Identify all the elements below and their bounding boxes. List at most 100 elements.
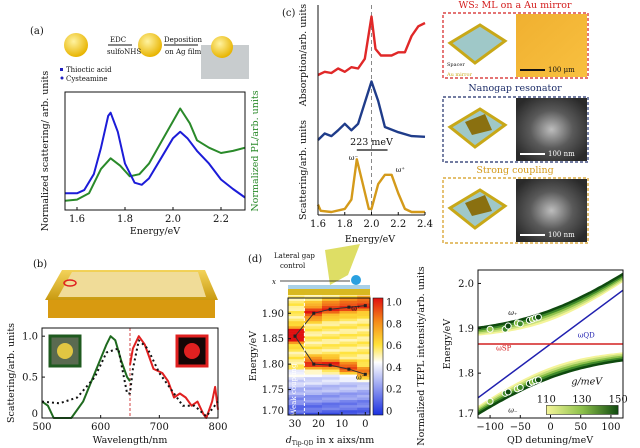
heatmap-cell [304,303,323,306]
x-tick-label: 1.8 [337,219,353,230]
heatmap-cell [339,359,358,362]
heatmap-cell [304,348,323,352]
heatmap-cell [288,409,305,413]
heatmap-cell [288,305,305,309]
heatmap-cell [304,389,323,393]
heatmap-cell [339,328,358,332]
heatmap-cell [304,346,323,350]
heatmap-cell [321,320,340,324]
heatmap-cell [357,364,371,367]
heatmap-cell [321,379,340,383]
heatmap-cell [304,381,323,385]
schematic-d: Lateral gap control x [272,244,370,295]
heatmap-cell [288,313,305,317]
x-tick-label: 500 [32,422,51,433]
splitting-label: 223 meV [350,137,393,148]
step2b-label: on Ag film [165,48,202,56]
heatmap-cell [339,361,358,365]
heatmap-cell [339,315,358,319]
heatmap-cell [357,412,371,416]
heatmap-cell [339,295,358,299]
heatmap-cell [339,356,358,360]
heatmap-cell [304,318,323,322]
colorbar-label: Normalized TEPL intensity/arb. units [416,266,427,445]
control-label: control [280,262,306,270]
heatmap-cell [357,328,371,332]
heatmap-cell [339,323,358,327]
heatmap-cell [304,315,323,319]
heatmap-cell [288,371,305,375]
heatmap-cell [304,338,323,342]
heatmap-cell [288,308,305,312]
heatmap-cell [304,323,323,327]
omega-minus-label: ω₋ [508,407,518,415]
heatmap-cell [288,315,305,319]
schematic-b [45,270,218,318]
data-marker [534,313,542,321]
y-tick-label: 1.90 [262,309,284,320]
g-colorbar-tick: 150 [609,394,628,405]
heatmap-cell [339,402,358,406]
heatmap-cell [339,303,358,306]
x-tick-label: 2.2 [213,214,229,225]
colorbar-tick-label: 0.8 [386,319,402,330]
omega-minus-label: ω⁻ [356,373,366,381]
data-marker [534,376,542,384]
tip-icon [325,244,360,285]
heatmap-cell [321,315,340,319]
heatmap-cell [357,392,371,395]
heatmap-cell [339,409,358,413]
heatmap-cell [357,338,371,342]
panel-label-b: (b) [33,259,47,270]
heatmap-cell [321,331,340,334]
plot-frame-b [41,327,219,419]
heatmap-cell [288,320,305,324]
branch-marker [363,372,367,376]
heatmap-cell [288,343,305,347]
heatmap-cell [321,394,340,398]
lower-branch-curve [478,358,623,416]
weak-coupling-label: Weak coupling [290,363,298,416]
heatmap-cell [288,318,305,322]
heatmap-cell [304,387,323,390]
heatmap-cell [304,374,323,378]
heatmap-cell [321,407,340,411]
y-tick-label: 1.70 [262,406,284,417]
heatmap-cell [288,298,305,301]
heatmap-cell [288,387,305,390]
series-dotted [41,339,219,418]
heatmap-cell [357,389,371,393]
x-tick-label: −50 [510,422,531,433]
heatmap-cell [321,381,340,385]
heatmap-cell [339,308,358,312]
x-tick-label: 100 [601,422,620,433]
heatmap-cell [357,325,371,329]
y-axis-label: Energy/eV [442,319,453,369]
heatmap-cell [304,336,323,339]
data-marker [486,397,494,405]
heatmap-cell [339,407,358,411]
colorbar-tick-label: 1.0 [386,298,402,309]
heatmap-cell [321,366,340,370]
heatmap-cell [321,361,340,365]
x-tick-label: 600 [91,422,110,433]
heatmap-cell [304,407,323,411]
heatmap-cell [339,298,358,301]
heatmap-cell [288,353,305,357]
heatmap-cell [357,366,371,370]
heatmap-cell [288,392,305,395]
heatmap-cell [357,404,371,408]
heatmap-cell [321,384,340,388]
branch-marker [363,304,367,308]
heatmap-cell [288,303,305,306]
heatmap-cell [321,412,340,416]
image-title: Nanogap resonator [468,83,562,94]
heatmap-cell [339,394,358,398]
heatmap-cell [304,371,323,375]
heatmap-cell [304,305,323,309]
y-tick-label: 1.8 [458,369,474,380]
x-tick-label: 20 [312,419,325,430]
heatmap-cell [339,384,358,388]
x-tick-label: 30 [289,419,302,430]
